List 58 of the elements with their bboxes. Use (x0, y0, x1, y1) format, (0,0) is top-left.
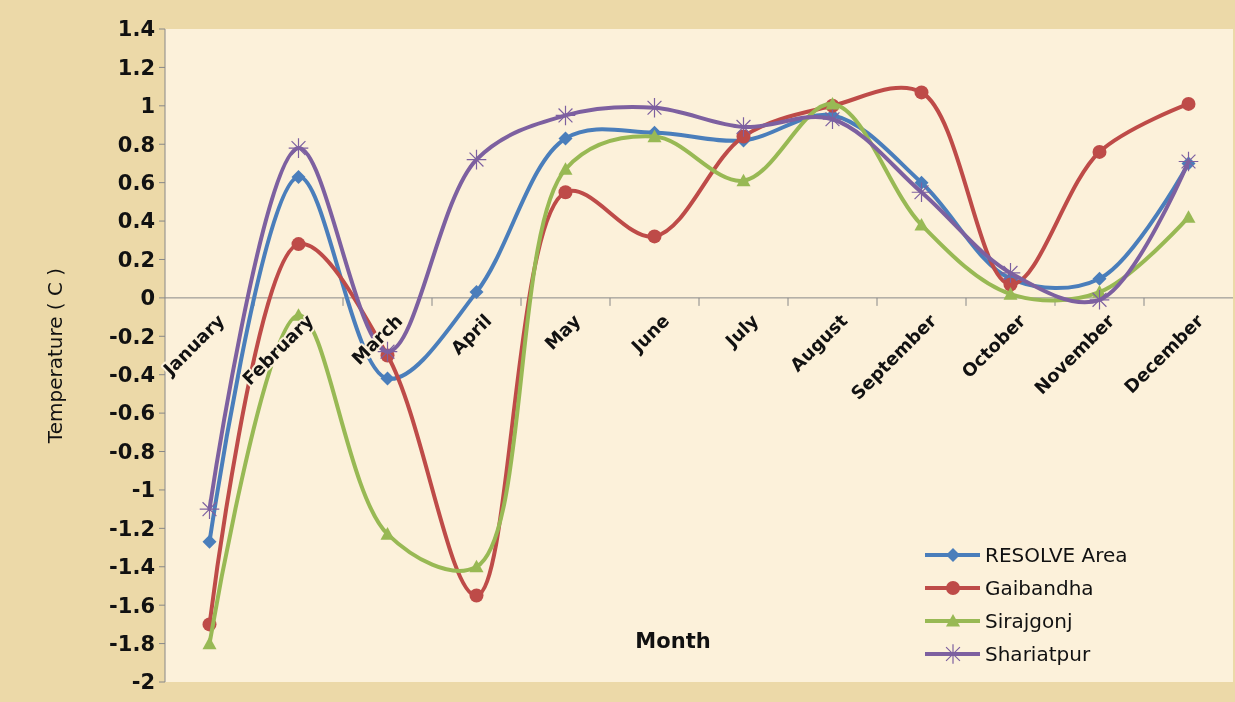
point (202, 636, 217, 650)
y-tick-label: -1.6 (109, 593, 155, 618)
point (647, 229, 662, 244)
y-axis-title: Temperature ( C ) (43, 267, 67, 445)
y-tick-label: 0.6 (117, 171, 155, 195)
point (1092, 144, 1107, 159)
point (466, 149, 487, 170)
point (736, 173, 751, 187)
point (469, 285, 484, 300)
point (914, 217, 929, 231)
point (199, 498, 220, 520)
y-tick-label: -1 (131, 478, 155, 503)
point (822, 108, 843, 130)
point (291, 237, 306, 252)
point (380, 527, 395, 540)
point (558, 185, 573, 200)
point (1178, 151, 1199, 172)
point (558, 162, 573, 175)
y-tick-label: 1 (140, 94, 155, 119)
y-tick-label: -0.6 (109, 401, 155, 426)
y-tick-label: -1.2 (109, 516, 155, 541)
point (558, 131, 573, 146)
point (1089, 289, 1110, 311)
y-tick-label: 1.2 (117, 55, 155, 80)
point (1181, 210, 1196, 223)
point (380, 371, 395, 386)
y-tick-label: 0.8 (117, 132, 155, 157)
y-tick-label: 0.2 (117, 247, 155, 272)
legend-label: Gaibandha (985, 576, 1094, 600)
point (1181, 96, 1196, 111)
point (555, 105, 576, 126)
point (469, 588, 484, 603)
point (288, 137, 309, 159)
y-tick-label: -0.4 (109, 363, 155, 388)
point (647, 129, 662, 143)
point (914, 175, 929, 190)
y-tick-label: 1.4 (117, 17, 155, 42)
y-tick-label: -0.2 (109, 324, 155, 349)
y-tick-label: -2 (131, 670, 155, 695)
point (202, 534, 217, 549)
y-tick-label: -1.4 (109, 555, 155, 580)
x-axis-title: Month (635, 629, 711, 653)
legend-label: Shariatpur (985, 642, 1091, 666)
point (733, 116, 754, 138)
point (291, 169, 306, 184)
point (1000, 262, 1021, 284)
point (469, 559, 484, 573)
point (1092, 271, 1107, 286)
y-tick-label: -0.8 (109, 439, 155, 464)
legend-label: Sirajgonj (985, 609, 1073, 633)
legend-label: RESOLVE Area (985, 543, 1128, 567)
point (914, 85, 929, 100)
point (1003, 287, 1018, 300)
point (911, 181, 932, 203)
point (644, 97, 665, 119)
y-tick-label: 0.4 (117, 209, 155, 234)
y-tick-label: -1.8 (109, 631, 155, 656)
y-tick-label: 0 (140, 286, 155, 311)
